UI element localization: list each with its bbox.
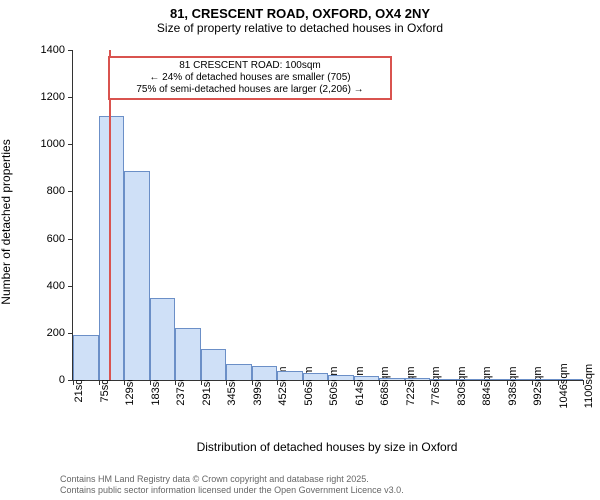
histogram-bar [354, 376, 380, 380]
y-tick [68, 97, 73, 98]
x-axis-label: Distribution of detached houses by size … [72, 440, 582, 454]
histogram-bar [456, 379, 482, 380]
y-tick [68, 144, 73, 145]
histogram-bar [226, 364, 252, 381]
y-tick-label: 600 [47, 233, 65, 245]
y-tick [68, 191, 73, 192]
histogram-bar [379, 378, 405, 380]
histogram-bar [252, 366, 278, 380]
histogram-bar [73, 335, 99, 380]
y-tick [68, 50, 73, 51]
y-tick-label: 800 [47, 185, 65, 197]
annotation-box: 81 CRESCENT ROAD: 100sqm ← 24% of detach… [108, 56, 392, 100]
y-tick-label: 400 [47, 280, 65, 292]
y-tick-label: 1200 [41, 91, 65, 103]
histogram-bar [405, 378, 431, 380]
x-tick-label: 830sqm [456, 366, 468, 405]
x-tick-label: 560sqm [328, 366, 340, 405]
x-tick-label: 1100sqm [583, 364, 595, 408]
chart-container: 81, CRESCENT ROAD, OXFORD, OX4 2NY Size … [0, 0, 600, 500]
y-tick-label: 200 [47, 327, 65, 339]
x-tick-label: 614sqm [354, 366, 366, 405]
chart-subtitle: Size of property relative to detached ho… [0, 21, 600, 39]
histogram-bar [507, 379, 533, 380]
footer-line1: Contains HM Land Registry data © Crown c… [60, 474, 404, 485]
histogram-bar [558, 379, 584, 380]
histogram-bar [277, 371, 303, 380]
histogram-bar [481, 379, 507, 380]
footer-line2: Contains public sector information licen… [60, 485, 404, 496]
histogram-bar [124, 171, 150, 380]
x-tick-label: 992sqm [532, 366, 544, 405]
histogram-bar [328, 375, 354, 380]
histogram-bar [532, 379, 558, 380]
histogram-bar [150, 298, 176, 381]
x-tick-label: 668sqm [379, 366, 391, 405]
y-tick-label: 1000 [41, 138, 65, 150]
annotation-line1: 81 CRESCENT ROAD: 100sqm [116, 60, 384, 72]
annotation-line2: ← 24% of detached houses are smaller (70… [116, 72, 384, 84]
x-tick-label: 884sqm [481, 366, 493, 405]
histogram-bar [201, 349, 227, 380]
annotation-line3: 75% of semi-detached houses are larger (… [116, 84, 384, 96]
y-tick [68, 333, 73, 334]
x-tick-label: 1046sqm [558, 363, 570, 408]
x-tick-label: 722sqm [405, 366, 417, 405]
x-tick-label: 776sqm [430, 366, 442, 405]
footer: Contains HM Land Registry data © Crown c… [60, 474, 404, 496]
y-tick [68, 239, 73, 240]
histogram-bar [175, 328, 201, 380]
y-tick-label: 1400 [41, 44, 65, 56]
y-tick-label: 0 [59, 374, 65, 386]
histogram-bar [430, 379, 456, 380]
x-tick-label: 938sqm [507, 366, 519, 405]
y-tick [68, 286, 73, 287]
histogram-bar [303, 373, 329, 380]
chart-title: 81, CRESCENT ROAD, OXFORD, OX4 2NY [0, 0, 600, 21]
